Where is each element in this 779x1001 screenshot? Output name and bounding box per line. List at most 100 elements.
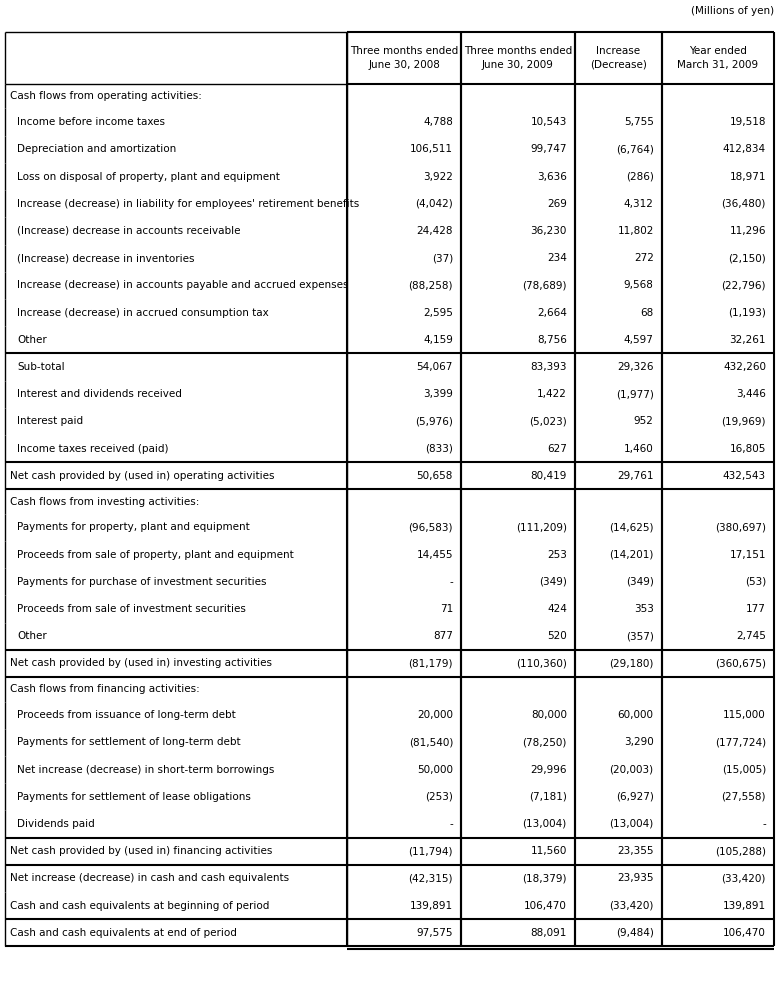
- Text: -: -: [449, 577, 453, 587]
- Text: Loss on disposal of property, plant and equipment: Loss on disposal of property, plant and …: [17, 171, 280, 181]
- Text: Net cash provided by (used in) operating activities: Net cash provided by (used in) operating…: [10, 470, 274, 480]
- Text: Sub-total: Sub-total: [17, 362, 65, 372]
- Text: (18,379): (18,379): [523, 873, 567, 883]
- Text: 115,000: 115,000: [723, 710, 766, 720]
- Text: Payments for settlement of long-term debt: Payments for settlement of long-term deb…: [17, 738, 241, 748]
- Text: 139,891: 139,891: [723, 901, 766, 911]
- Text: (6,764): (6,764): [616, 144, 654, 154]
- Text: -: -: [449, 819, 453, 829]
- Text: 520: 520: [547, 632, 567, 642]
- Text: Other: Other: [17, 632, 47, 642]
- Text: 272: 272: [634, 253, 654, 263]
- Text: 9,568: 9,568: [624, 280, 654, 290]
- Text: (253): (253): [425, 792, 453, 802]
- Text: 269: 269: [547, 199, 567, 208]
- Text: (380,697): (380,697): [715, 523, 766, 533]
- Text: (42,315): (42,315): [408, 873, 453, 883]
- Text: (13,004): (13,004): [523, 819, 567, 829]
- Text: Income before income taxes: Income before income taxes: [17, 117, 165, 127]
- Text: (349): (349): [626, 577, 654, 587]
- Text: (88,258): (88,258): [408, 280, 453, 290]
- Text: Net increase (decrease) in short-term borrowings: Net increase (decrease) in short-term bo…: [17, 765, 274, 775]
- Text: 5,755: 5,755: [624, 117, 654, 127]
- Text: (110,360): (110,360): [516, 659, 567, 669]
- Text: 253: 253: [547, 550, 567, 560]
- Text: -: -: [762, 819, 766, 829]
- Text: 23,355: 23,355: [617, 846, 654, 856]
- Text: 11,296: 11,296: [729, 226, 766, 236]
- Text: (33,420): (33,420): [721, 873, 766, 883]
- Text: Proceeds from sale of property, plant and equipment: Proceeds from sale of property, plant an…: [17, 550, 294, 560]
- Text: 11,802: 11,802: [617, 226, 654, 236]
- Text: (81,540): (81,540): [409, 738, 453, 748]
- Text: (360,675): (360,675): [715, 659, 766, 669]
- Text: 60,000: 60,000: [618, 710, 654, 720]
- Text: 106,511: 106,511: [410, 144, 453, 154]
- Text: (105,288): (105,288): [715, 846, 766, 856]
- Text: (15,005): (15,005): [722, 765, 766, 775]
- Text: 29,326: 29,326: [617, 362, 654, 372]
- Text: (Increase) decrease in inventories: (Increase) decrease in inventories: [17, 253, 195, 263]
- Text: Payments for settlement of lease obligations: Payments for settlement of lease obligat…: [17, 792, 251, 802]
- Text: Net increase (decrease) in cash and cash equivalents: Net increase (decrease) in cash and cash…: [10, 873, 289, 883]
- Text: 353: 353: [634, 604, 654, 614]
- Text: 17,151: 17,151: [729, 550, 766, 560]
- Text: (33,420): (33,420): [609, 901, 654, 911]
- Text: 4,597: 4,597: [624, 334, 654, 344]
- Text: (4,042): (4,042): [415, 199, 453, 208]
- Text: (7,181): (7,181): [529, 792, 567, 802]
- Text: 24,428: 24,428: [417, 226, 453, 236]
- Text: (37): (37): [432, 253, 453, 263]
- Text: 4,312: 4,312: [624, 199, 654, 208]
- Text: 1,460: 1,460: [624, 443, 654, 453]
- Text: Proceeds from issuance of long-term debt: Proceeds from issuance of long-term debt: [17, 710, 236, 720]
- Text: 71: 71: [440, 604, 453, 614]
- Text: (96,583): (96,583): [408, 523, 453, 533]
- Text: Increase (decrease) in liability for employees' retirement benefits: Increase (decrease) in liability for emp…: [17, 199, 359, 208]
- Text: (833): (833): [425, 443, 453, 453]
- Text: (19,969): (19,969): [721, 416, 766, 426]
- Text: 14,455: 14,455: [417, 550, 453, 560]
- Text: 88,091: 88,091: [530, 928, 567, 938]
- Text: 627: 627: [547, 443, 567, 453]
- Text: (81,179): (81,179): [408, 659, 453, 669]
- Text: 68: 68: [640, 307, 654, 317]
- Text: Payments for purchase of investment securities: Payments for purchase of investment secu…: [17, 577, 266, 587]
- Text: (Increase) decrease in accounts receivable: (Increase) decrease in accounts receivab…: [17, 226, 241, 236]
- Text: (177,724): (177,724): [715, 738, 766, 748]
- Text: 29,996: 29,996: [530, 765, 567, 775]
- Text: (22,796): (22,796): [721, 280, 766, 290]
- Text: 8,756: 8,756: [537, 334, 567, 344]
- Text: 432,260: 432,260: [723, 362, 766, 372]
- Text: Depreciation and amortization: Depreciation and amortization: [17, 144, 176, 154]
- Text: 80,419: 80,419: [530, 470, 567, 480]
- Text: Cash flows from financing activities:: Cash flows from financing activities:: [10, 685, 199, 695]
- Text: (286): (286): [626, 171, 654, 181]
- Text: (6,927): (6,927): [616, 792, 654, 802]
- Text: 54,067: 54,067: [417, 362, 453, 372]
- Text: Cash and cash equivalents at end of period: Cash and cash equivalents at end of peri…: [10, 928, 237, 938]
- Text: 83,393: 83,393: [530, 362, 567, 372]
- Text: 106,470: 106,470: [524, 901, 567, 911]
- Text: Interest paid: Interest paid: [17, 416, 83, 426]
- Text: (349): (349): [539, 577, 567, 587]
- Text: 424: 424: [547, 604, 567, 614]
- Text: 11,560: 11,560: [530, 846, 567, 856]
- Text: Other: Other: [17, 334, 47, 344]
- Text: 4,159: 4,159: [423, 334, 453, 344]
- Text: (53): (53): [745, 577, 766, 587]
- Text: (78,250): (78,250): [523, 738, 567, 748]
- Text: Year ended
March 31, 2009: Year ended March 31, 2009: [677, 46, 759, 70]
- Text: (9,484): (9,484): [616, 928, 654, 938]
- Text: 4,788: 4,788: [423, 117, 453, 127]
- Text: Net cash provided by (used in) investing activities: Net cash provided by (used in) investing…: [10, 659, 272, 669]
- Text: 29,761: 29,761: [617, 470, 654, 480]
- Text: Increase (decrease) in accounts payable and accrued expenses: Increase (decrease) in accounts payable …: [17, 280, 348, 290]
- Text: (78,689): (78,689): [523, 280, 567, 290]
- Text: Increase (decrease) in accrued consumption tax: Increase (decrease) in accrued consumpti…: [17, 307, 269, 317]
- Text: 3,399: 3,399: [423, 389, 453, 399]
- Text: Interest and dividends received: Interest and dividends received: [17, 389, 182, 399]
- Text: Payments for property, plant and equipment: Payments for property, plant and equipme…: [17, 523, 250, 533]
- Text: 432,543: 432,543: [723, 470, 766, 480]
- Text: 32,261: 32,261: [729, 334, 766, 344]
